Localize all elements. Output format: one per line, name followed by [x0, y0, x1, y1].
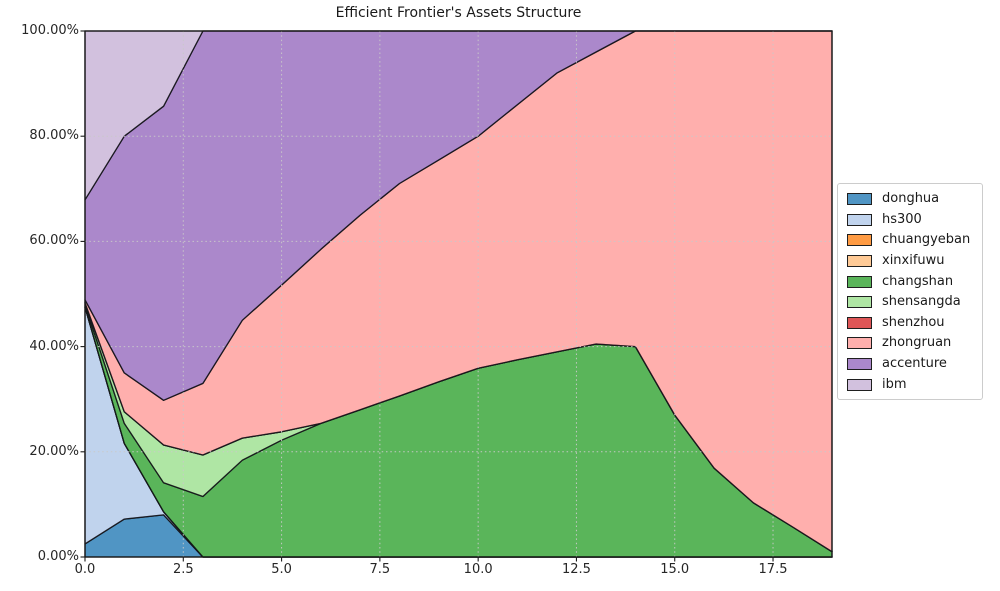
legend-label: shensangda	[882, 294, 961, 310]
legend-label: accenture	[882, 356, 947, 372]
legend-swatch-donghua	[847, 193, 872, 206]
legend-label: hs300	[882, 211, 922, 227]
legend-item-ibm: ibm	[838, 374, 982, 395]
legend-label: chuangyeban	[882, 232, 971, 248]
legend-swatch-hs300	[847, 213, 872, 226]
legend-label: zhongruan	[882, 335, 952, 351]
legend-swatch-shensangda	[847, 296, 872, 309]
y-tick-label: 100.00%	[21, 23, 79, 38]
legend-item-hs300: hs300	[838, 210, 982, 231]
legend-item-shenzhou: shenzhou	[838, 313, 982, 334]
legend-label: donghua	[882, 191, 940, 207]
legend-label: ibm	[882, 376, 907, 392]
legend-label: shenzhou	[882, 314, 945, 330]
legend-swatch-shenzhou	[847, 316, 872, 329]
grid	[85, 31, 832, 557]
legend-swatch-accenture	[847, 358, 872, 371]
legend-label: xinxifuwu	[882, 253, 945, 269]
y-tick-label: 20.00%	[29, 443, 79, 459]
x-tick-label: 17.5	[758, 562, 788, 577]
x-tick-label: 10.0	[463, 562, 493, 577]
y-tick-label: 60.00%	[29, 233, 79, 249]
plot-border	[84, 30, 833, 558]
legend-item-xinxifuwu: xinxifuwu	[838, 251, 982, 272]
y-tick-label: 0.00%	[37, 549, 79, 564]
legend-item-changshan: changshan	[838, 271, 982, 292]
axis-ticks	[80, 30, 774, 562]
legend-item-accenture: accenture	[838, 354, 982, 375]
legend-item-shensangda: shensangda	[838, 292, 982, 313]
legend-swatch-ibm	[847, 378, 872, 391]
x-tick-label: 5.0	[271, 562, 292, 577]
legend-item-donghua: donghua	[838, 189, 982, 210]
x-tick-label: 0.0	[74, 562, 96, 577]
legend: donghua hs300 chuangyeban xinxifuwu changsha…	[837, 183, 983, 400]
legend-swatch-chuangyeban	[847, 234, 872, 247]
x-tick-label: 15.0	[660, 562, 690, 577]
legend-swatch-xinxifuwu	[847, 255, 872, 268]
legend-swatch-zhongruan	[847, 337, 872, 350]
y-tick-label: 80.00%	[29, 128, 79, 144]
chart-title: Efficient Frontier's Assets Structure	[335, 5, 582, 21]
legend-item-chuangyeban: chuangyeban	[838, 230, 982, 251]
legend-swatch-changshan	[847, 275, 872, 288]
legend-item-zhongruan: zhongruan	[838, 333, 982, 354]
x-tick-label: 2.5	[172, 562, 194, 577]
x-tick-label: 12.5	[561, 562, 591, 577]
y-tick-label: 40.00%	[29, 338, 79, 354]
legend-label: changshan	[882, 273, 954, 289]
x-tick-label: 7.5	[369, 562, 391, 577]
